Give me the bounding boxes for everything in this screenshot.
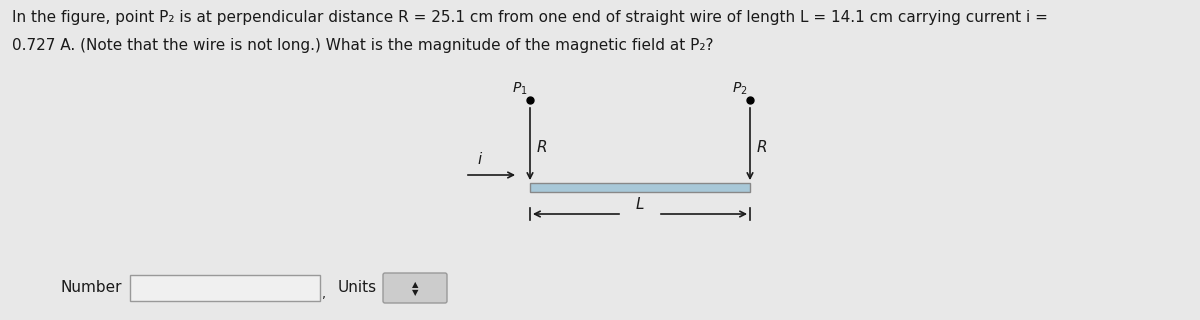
Text: $P_2$: $P_2$ — [732, 81, 748, 97]
Text: $R$: $R$ — [536, 140, 547, 156]
Text: $R$: $R$ — [756, 140, 767, 156]
Text: ,: , — [322, 288, 326, 301]
Text: $P_1$: $P_1$ — [512, 81, 528, 97]
Text: $L$: $L$ — [635, 196, 644, 212]
Text: Number: Number — [60, 281, 122, 295]
Text: $i$: $i$ — [476, 151, 484, 167]
Text: ▲: ▲ — [412, 281, 419, 290]
Text: In the figure, point P₂ is at perpendicular distance R = 25.1 cm from one end of: In the figure, point P₂ is at perpendicu… — [12, 10, 1048, 25]
Text: 0.727 A. (Note that the wire is not long.) What is the magnitude of the magnetic: 0.727 A. (Note that the wire is not long… — [12, 38, 714, 53]
Text: ▼: ▼ — [412, 289, 419, 298]
FancyBboxPatch shape — [383, 273, 446, 303]
Bar — [530, 183, 750, 192]
Text: Units: Units — [338, 281, 377, 295]
Bar — [130, 275, 320, 301]
